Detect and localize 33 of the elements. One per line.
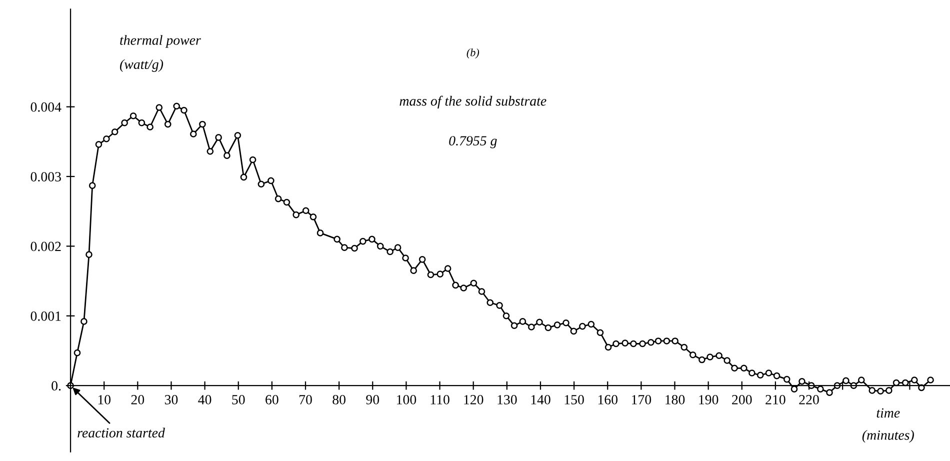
x-tick-label: 160: [598, 395, 618, 404]
x-tick-label: 80: [332, 395, 346, 404]
x-tick-label: 150: [564, 395, 584, 404]
x-tick-label: 180: [666, 395, 685, 404]
annotation: (b): [466, 48, 480, 59]
x-tick-label: 190: [699, 395, 718, 404]
x-tick-label: 50: [232, 395, 245, 404]
x-tick-label: 100: [397, 395, 416, 404]
x-tick-label: 40: [198, 395, 212, 404]
x-tick-label: 170: [632, 395, 652, 404]
y-tick-label: 0.: [52, 381, 61, 391]
x-axis-title: time (minutes): [862, 408, 914, 443]
x-tick-label: 70: [299, 395, 312, 404]
x-tick-label: 120: [464, 395, 484, 404]
x-tick-label: 140: [531, 395, 550, 404]
x-tick-label: 90: [366, 395, 380, 404]
annotation: mass of the solid substrate: [400, 96, 546, 109]
y-tick-label: 0.003: [30, 172, 61, 182]
y-tick-label: 0.002: [30, 242, 61, 252]
x-tick-label: 200: [732, 395, 752, 404]
y-tick-label: 0.001: [30, 311, 61, 321]
annotation: reaction started: [78, 428, 165, 438]
y-axis-title: thermal power (watt/g): [120, 35, 201, 72]
x-tick-label: 10: [98, 395, 111, 404]
x-tick-label: 60: [266, 395, 278, 404]
annotation: 0.7955 g: [449, 136, 497, 148]
y-tick-label: 0.004: [30, 102, 62, 112]
x-tick-label: 210: [766, 395, 786, 404]
x-tick-label: 110: [430, 395, 450, 404]
x-tick-label: 220: [799, 395, 819, 404]
x-tick-label: 130: [498, 395, 517, 404]
x-tick-label: 20: [131, 395, 144, 404]
x-tick-label: 30: [164, 395, 178, 404]
